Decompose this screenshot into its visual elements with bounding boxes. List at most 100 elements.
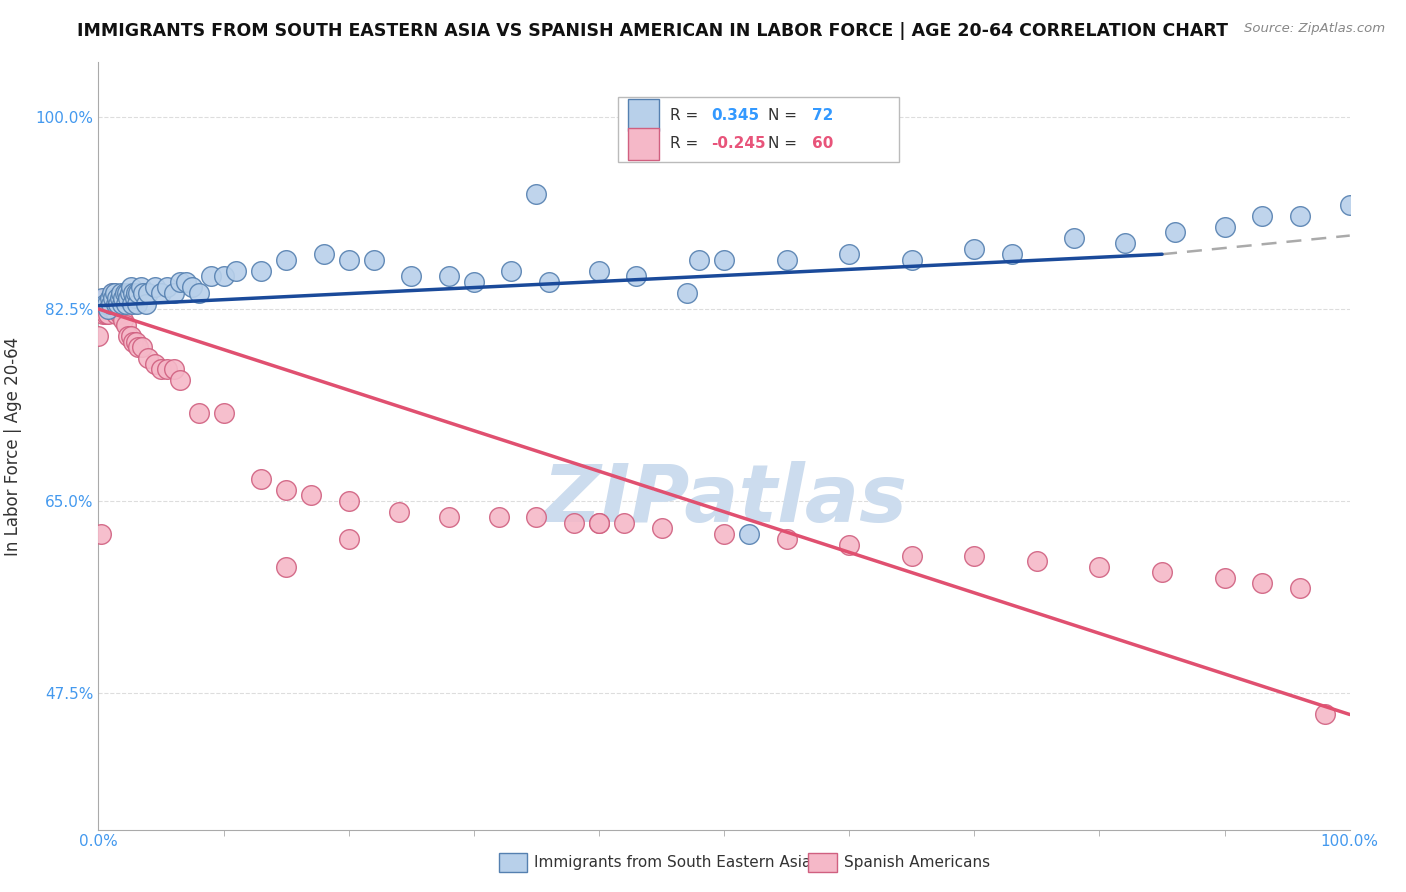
Point <box>388 505 411 519</box>
Point <box>125 285 148 300</box>
Point <box>776 252 799 267</box>
Point <box>900 549 922 563</box>
Point <box>337 493 360 508</box>
Point <box>101 301 124 316</box>
Point <box>963 242 986 256</box>
Point <box>225 263 247 277</box>
Point <box>138 351 160 366</box>
Point <box>150 362 173 376</box>
Point <box>105 291 128 305</box>
Point <box>100 296 122 310</box>
Point <box>738 526 761 541</box>
Point <box>524 186 547 201</box>
Text: N =: N = <box>768 108 801 123</box>
Point <box>501 263 523 277</box>
Point <box>127 340 149 354</box>
Point <box>169 373 191 387</box>
Point <box>524 510 547 524</box>
Point <box>174 275 197 289</box>
Point <box>776 532 799 546</box>
Point <box>250 472 273 486</box>
Point <box>169 275 191 289</box>
Point <box>312 247 335 261</box>
Point <box>117 329 139 343</box>
Point <box>100 291 122 305</box>
Point <box>1213 219 1236 234</box>
Point <box>613 516 636 530</box>
Point <box>1288 209 1310 223</box>
Point <box>713 526 735 541</box>
Point <box>91 291 114 305</box>
Point <box>1313 707 1336 722</box>
Point <box>93 291 115 305</box>
Point <box>838 247 860 261</box>
Point <box>187 285 209 300</box>
Y-axis label: In Labor Force | Age 20-64: In Labor Force | Age 20-64 <box>4 336 21 556</box>
Point <box>250 263 273 277</box>
Point <box>112 291 135 305</box>
Point <box>108 308 131 322</box>
Point <box>187 406 209 420</box>
Point <box>97 301 120 316</box>
Text: N =: N = <box>768 136 801 152</box>
Point <box>1288 582 1310 596</box>
Point <box>108 291 131 305</box>
Point <box>115 318 138 333</box>
FancyBboxPatch shape <box>617 97 900 162</box>
Point <box>337 252 360 267</box>
Point <box>121 296 143 310</box>
Point <box>437 510 460 524</box>
Point <box>104 308 127 322</box>
Point <box>162 285 184 300</box>
Point <box>650 521 672 535</box>
Point <box>200 269 222 284</box>
Point <box>274 252 298 267</box>
Point <box>105 291 128 305</box>
Point <box>98 291 121 305</box>
FancyBboxPatch shape <box>627 99 659 131</box>
Text: Immigrants from South Eastern Asia: Immigrants from South Eastern Asia <box>534 855 811 870</box>
Point <box>713 252 735 267</box>
Point <box>212 269 235 284</box>
Point <box>135 296 157 310</box>
Point <box>488 510 510 524</box>
Point <box>1339 198 1361 212</box>
Point <box>274 559 298 574</box>
Point <box>143 357 166 371</box>
Point <box>114 285 136 300</box>
Point <box>122 334 145 349</box>
Point <box>588 263 610 277</box>
Point <box>900 252 922 267</box>
Point <box>537 275 560 289</box>
Point <box>127 296 149 310</box>
Point <box>156 362 179 376</box>
Point <box>337 532 360 546</box>
Point <box>120 329 142 343</box>
Point <box>1150 565 1173 579</box>
Point <box>150 285 173 300</box>
Point <box>107 296 129 310</box>
Point <box>1251 576 1274 591</box>
Point <box>437 269 460 284</box>
Point <box>125 334 148 349</box>
Point <box>103 285 125 300</box>
Point <box>117 291 139 305</box>
Point <box>1026 554 1049 568</box>
Point <box>463 275 485 289</box>
Point <box>363 252 385 267</box>
Point <box>1213 570 1236 584</box>
Point <box>122 285 145 300</box>
Point <box>1114 236 1136 251</box>
Point <box>588 516 610 530</box>
Point <box>963 549 986 563</box>
Point <box>162 362 184 376</box>
Point <box>96 296 118 310</box>
Point <box>1163 225 1185 239</box>
Point <box>562 516 585 530</box>
Text: Source: ZipAtlas.com: Source: ZipAtlas.com <box>1244 22 1385 36</box>
Point <box>120 280 142 294</box>
Text: IMMIGRANTS FROM SOUTH EASTERN ASIA VS SPANISH AMERICAN IN LABOR FORCE | AGE 20-6: IMMIGRANTS FROM SOUTH EASTERN ASIA VS SP… <box>77 22 1229 40</box>
Text: 72: 72 <box>811 108 834 123</box>
Point <box>96 296 118 310</box>
Point <box>138 285 160 300</box>
